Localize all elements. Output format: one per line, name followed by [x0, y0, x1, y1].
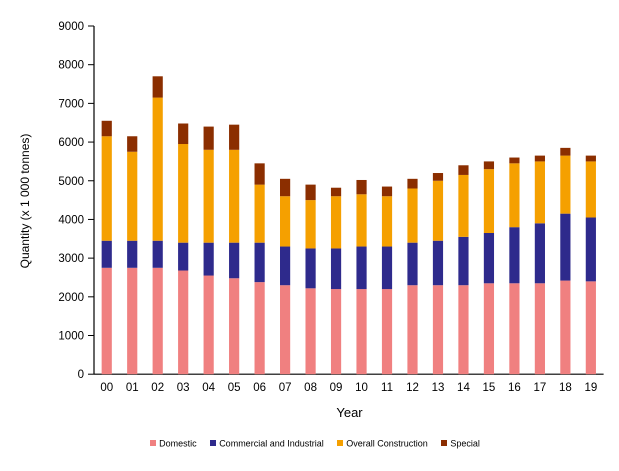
svg-text:18: 18 [559, 382, 572, 394]
svg-text:07: 07 [279, 382, 292, 394]
svg-text:2000: 2000 [58, 292, 84, 304]
svg-text:13: 13 [432, 382, 445, 394]
svg-text:19: 19 [584, 382, 597, 394]
svg-text:15: 15 [483, 382, 496, 394]
svg-text:03: 03 [177, 382, 190, 394]
svg-text:11: 11 [381, 382, 393, 394]
svg-text:9000: 9000 [58, 21, 84, 33]
svg-text:10: 10 [355, 382, 368, 394]
svg-text:17: 17 [534, 382, 547, 394]
svg-text:08: 08 [304, 382, 317, 394]
svg-text:14: 14 [457, 382, 470, 394]
svg-text:00: 00 [100, 382, 113, 394]
svg-text:16: 16 [508, 382, 521, 394]
svg-text:06: 06 [253, 382, 266, 394]
svg-text:09: 09 [330, 382, 343, 394]
svg-text:04: 04 [202, 382, 215, 394]
svg-text:1000: 1000 [58, 331, 84, 343]
svg-text:4000: 4000 [58, 214, 84, 226]
svg-text:8000: 8000 [58, 60, 84, 72]
svg-text:5000: 5000 [58, 176, 84, 188]
svg-text:01: 01 [126, 382, 139, 394]
svg-text:6000: 6000 [58, 137, 84, 149]
svg-text:0: 0 [78, 369, 84, 381]
svg-text:7000: 7000 [58, 98, 84, 110]
svg-text:05: 05 [228, 382, 241, 394]
svg-text:02: 02 [151, 382, 164, 394]
svg-text:3000: 3000 [58, 253, 84, 265]
svg-text:12: 12 [406, 382, 419, 394]
